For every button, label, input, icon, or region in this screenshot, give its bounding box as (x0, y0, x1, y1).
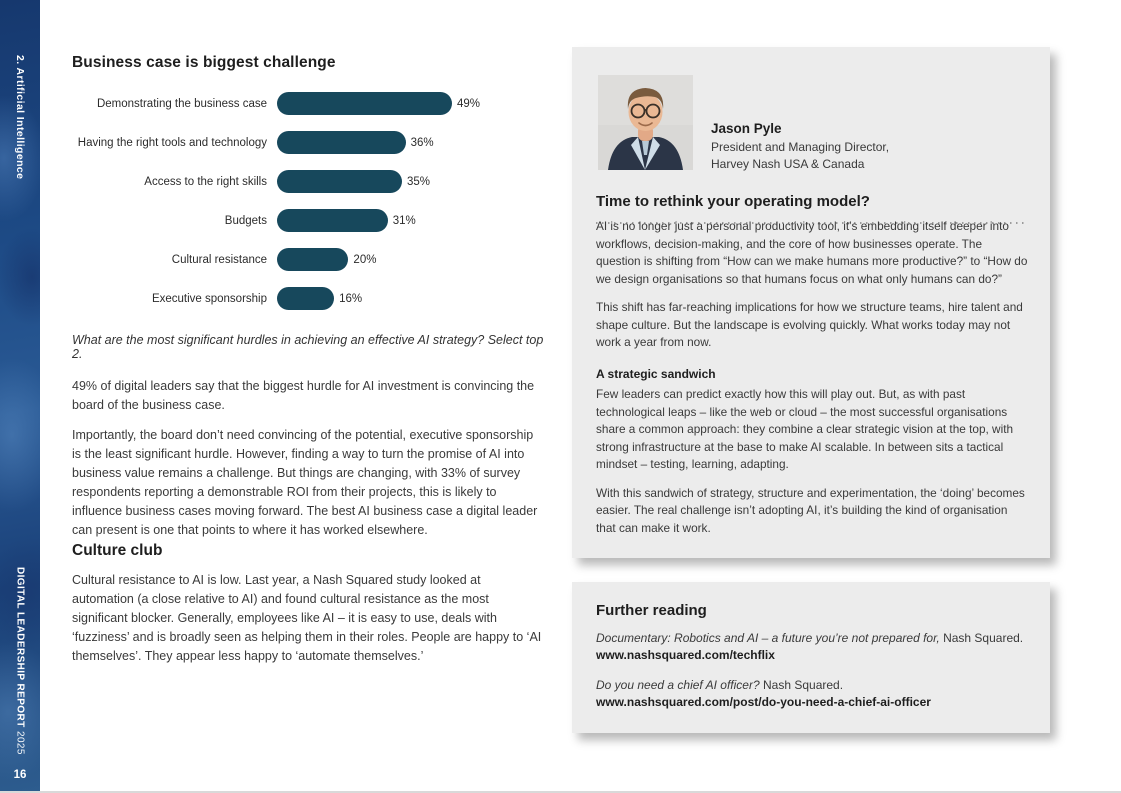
chart-value-label: 49% (457, 97, 481, 110)
chart-row: Cultural resistance 20% (72, 248, 542, 271)
reading-item: Documentary: Robotics and AI – a future … (596, 630, 1028, 662)
further-reading-heading: Further reading (596, 602, 707, 619)
profile-photo (598, 75, 693, 170)
chart-value-label: 31% (392, 214, 416, 227)
chart-bar (277, 287, 335, 310)
profile-panel-body: AI is no longer just a personal producti… (596, 218, 1028, 548)
chart-category-label: Having the right tools and technology (77, 136, 267, 149)
chart-row: Executive sponsorship 16% (72, 287, 542, 310)
reference-line: Documentary: Robotics and AI – a future … (596, 630, 1028, 647)
reference-title: Documentary: Robotics and AI – a future … (596, 631, 940, 645)
chart-value-label: 36% (410, 136, 434, 149)
chart-value-label: 16% (339, 292, 363, 305)
bar-chart: Demonstrating the business case 49% Having… (72, 92, 542, 326)
chart-category-label: Demonstrating the business case (96, 97, 267, 110)
panel-subheading: A strategic sandwich (596, 366, 716, 381)
article-paragraph: 49% of digital leaders say that the bigg… (72, 379, 535, 412)
person-name: Jason Pyle (711, 121, 782, 136)
further-reading-panel: Further reading Documentary: Robotics an… (572, 582, 1050, 733)
headshot-illustration (598, 75, 693, 170)
chart-category-label: Budgets (224, 214, 267, 227)
page-number: 16 (13, 769, 27, 781)
reference-link[interactable]: www.nashsquared.com/techflix (596, 648, 775, 662)
article-paragraph: Importantly, the board don’t need convin… (72, 428, 538, 537)
panel-paragraph: Few leaders can predict exactly how this… (596, 387, 1014, 471)
chart-bar (277, 209, 388, 232)
report-title-text: DIGITAL LEADERSHIP REPORT (14, 567, 26, 728)
reference-title: Do you need a chief AI officer? (596, 678, 760, 692)
panel-paragraph: AI is no longer just a personal producti… (596, 219, 1028, 286)
reference-line: Do you need a chief AI officer? Nash Squ… (596, 677, 1028, 694)
sidebar-section-label: 2. Artificial Intelligence (14, 55, 26, 180)
chart-row: Access to the right skills 35% (72, 170, 542, 193)
chart-title: Business case is biggest challenge (72, 54, 336, 71)
sidebar: 2. Artificial Intelligence DIGITAL LEADE… (0, 0, 40, 791)
dotted-divider (596, 222, 1026, 224)
profile-name-block: Jason Pyle President and Managing Direct… (711, 121, 889, 173)
sidebar-report-title: DIGITAL LEADERSHIP REPORT 2025 (15, 567, 26, 755)
reference-link[interactable]: www.nashsquared.com/post/do-you-need-a-c… (596, 695, 931, 709)
chart-category-label: Cultural resistance (171, 253, 267, 266)
chart-value-label: 20% (353, 253, 377, 266)
chart-caption: What are the most significant hurdles in… (72, 333, 544, 361)
reference-source: Nash Squared. (759, 678, 844, 692)
chart-row: Having the right tools and technology 36% (72, 131, 542, 154)
chart-bar (277, 170, 402, 193)
chart-bar (277, 131, 406, 154)
panel-paragraph: This shift has far-reaching implications… (596, 300, 1023, 349)
person-title-line1: President and Managing Director, (711, 140, 890, 154)
chart-category-label: Executive sponsorship (151, 292, 267, 305)
chart-row: Demonstrating the business case 49% (72, 92, 542, 115)
profile-panel: Jason Pyle President and Managing Direct… (572, 47, 1050, 558)
culture-club-heading: Culture club (72, 542, 163, 559)
chart-value-label: 35% (407, 175, 431, 188)
reference-source: Nash Squared. (939, 631, 1024, 645)
further-reading-list: Documentary: Robotics and AI – a future … (596, 630, 1028, 724)
chart-bar (277, 248, 349, 271)
reading-item: Do you need a chief AI officer? Nash Squ… (596, 677, 1028, 709)
culture-club-paragraph: Cultural resistance to AI is low. Last y… (72, 573, 542, 663)
chart-category-label: Access to the right skills (144, 175, 267, 188)
report-year-text: 2025 (14, 731, 26, 755)
person-title-line2: Harvey Nash USA & Canada (711, 157, 865, 171)
panel-paragraph: With this sandwich of strategy, structur… (596, 485, 1025, 535)
profile-panel-heading: Time to rethink your operating model? (596, 193, 870, 210)
chart-row: Budgets 31% (72, 209, 542, 232)
chart-bar (277, 92, 452, 115)
